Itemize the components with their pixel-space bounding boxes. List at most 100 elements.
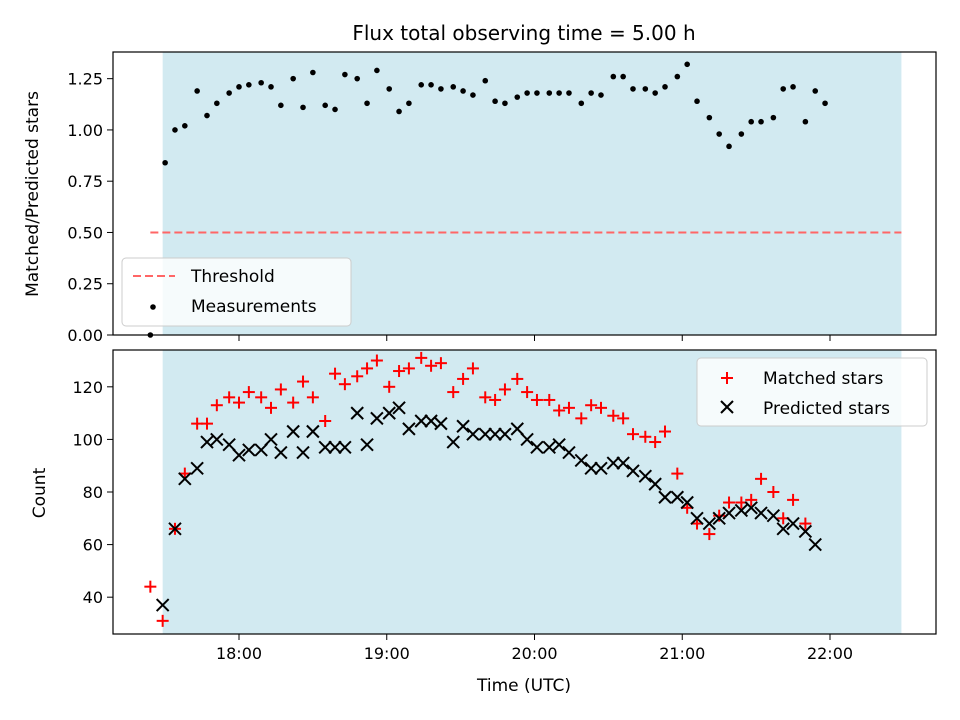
count-legend: Matched stars Predicted stars: [696, 357, 928, 427]
predicted-point: [328, 440, 342, 455]
predicted-point: [200, 435, 214, 449]
ratio-y-tick-label: 0.50: [67, 223, 103, 242]
count-y-tick-label: 120: [72, 378, 103, 397]
measurements-legend-swatch: [150, 304, 156, 310]
matched-point: [274, 383, 287, 396]
matched-point: [255, 391, 268, 404]
count-y-tick-label: 100: [72, 430, 103, 449]
matched-point: [447, 386, 460, 399]
measurement-point: [822, 100, 828, 107]
measurement-point: [534, 90, 540, 96]
measurement-point: [694, 98, 700, 105]
measurement-point: [780, 86, 787, 92]
count-y-ticks: 40 60 80 100 120: [72, 378, 113, 607]
matched-point: [575, 412, 588, 425]
count-legend-box: [696, 357, 928, 427]
matched-point: [755, 472, 768, 485]
predicted-point: [798, 524, 813, 539]
predicted-point: [680, 495, 694, 510]
matched-point: [466, 362, 479, 375]
measurement-point: [438, 86, 444, 92]
matched-point: [223, 391, 236, 404]
predicted-point: [562, 445, 576, 460]
predicted-point: [306, 424, 320, 439]
measurement-point: [214, 100, 220, 107]
predicted-point: [584, 461, 598, 476]
predicted-point: [638, 469, 653, 483]
measurement-point: [396, 108, 402, 115]
predicted-point: [690, 511, 704, 526]
predicted-point: [338, 440, 352, 455]
predicted-point: [446, 435, 460, 449]
x-axis-label: Time (UTC): [476, 676, 571, 696]
measurement-point: [726, 143, 732, 150]
matched-point: [627, 428, 639, 441]
measurement-point: [598, 92, 604, 98]
matched-point: [457, 372, 470, 385]
predicted-point: [606, 456, 621, 470]
predicted-point: [456, 419, 470, 433]
matched-point: [200, 417, 213, 430]
matched-point: [671, 467, 684, 480]
x-tick-label: 20:00: [511, 644, 557, 663]
matched-point: [383, 380, 396, 393]
ratio-y-tick-label: 0.75: [67, 172, 103, 191]
ratio-panel-frame: [112, 51, 937, 336]
predicted-point: [155, 598, 170, 612]
measurement-point: [524, 90, 530, 96]
count-y-tick-label: 80: [83, 483, 103, 502]
measurement-point: [748, 118, 754, 125]
measurement-point: [470, 92, 476, 98]
measurement-point: [770, 114, 777, 121]
predicted-point: [542, 440, 556, 455]
matched-point: [306, 391, 319, 404]
measurement-point: [290, 75, 296, 82]
predicted-point: [424, 414, 438, 428]
ratio-y-tick-label: 0.25: [67, 275, 103, 294]
matched-point: [210, 399, 223, 412]
measurement-point: [162, 159, 168, 166]
x-tick-label: 21:00: [659, 644, 705, 663]
matched-point: [521, 386, 534, 399]
measurement-point: [406, 100, 412, 107]
measurement-point: [546, 90, 553, 96]
predicted-point: [370, 411, 384, 426]
measurement-point: [610, 73, 617, 80]
predicted-point: [766, 508, 781, 523]
matched-point: [659, 425, 672, 438]
measurement-point: [258, 79, 264, 86]
ratio-y-tick-label: 1.00: [67, 121, 103, 140]
predicted-point: [382, 406, 396, 420]
predicted-stars-points: [155, 401, 822, 612]
matched-point: [156, 614, 169, 627]
ratio-legend-box: [121, 257, 352, 327]
measurement-point: [450, 84, 457, 90]
predicted-point: [530, 440, 544, 455]
measurement-point: [556, 90, 562, 96]
count-y-tick-label: 40: [83, 588, 103, 607]
measurement-point: [182, 123, 188, 129]
predicted-point: [520, 432, 534, 447]
ratio-y-axis-label: Matched/Predicted stars: [23, 91, 43, 297]
matched-point: [361, 362, 374, 375]
predicted-point: [552, 437, 566, 452]
matched-point: [297, 375, 310, 388]
measurements-legend-label: Measurements: [191, 297, 317, 317]
measurement-point: [566, 90, 572, 96]
measurement-point: [502, 100, 508, 107]
predicted-point: [222, 437, 236, 452]
measurement-point: [802, 118, 809, 125]
matched-point: [319, 415, 332, 427]
measurement-point: [236, 84, 242, 90]
matched-point: [607, 409, 620, 422]
matched-point: [530, 393, 543, 406]
x-tick-label: 19:00: [364, 644, 410, 663]
predicted-point: [434, 416, 448, 431]
predicted-point: [510, 422, 524, 436]
measurement-point: [226, 90, 232, 96]
measurement-point: [354, 75, 361, 82]
predicted-point: [626, 464, 640, 478]
matched-point: [543, 393, 556, 406]
predicted-point: [264, 432, 278, 447]
